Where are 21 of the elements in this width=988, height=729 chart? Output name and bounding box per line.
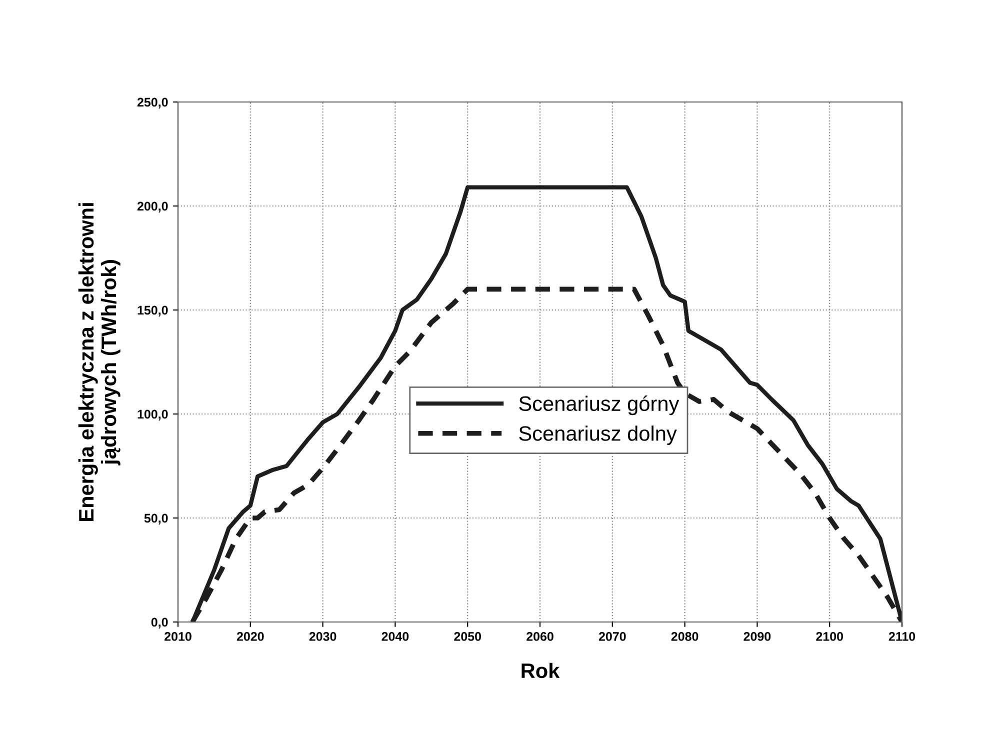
x-tick-label: 2040	[382, 632, 409, 641]
x-tick-label: 2020	[236, 632, 264, 641]
y-tick-label: 150,0	[138, 306, 168, 316]
legend-label: Scenariusz górny	[519, 395, 680, 416]
x-tick-label: 2100	[816, 632, 843, 641]
legend-label: Scenariusz dolny	[519, 426, 677, 445]
y-tick-label: 100,0	[138, 410, 168, 420]
x-tick-label: 2070	[598, 632, 626, 641]
x-tick-label: 2090	[744, 632, 771, 641]
x-axis-title: Rok	[522, 662, 560, 678]
x-tick-label: 2010	[164, 632, 192, 641]
x-tick-label: 2030	[309, 632, 336, 641]
y-tick-label: 50,0	[144, 514, 168, 524]
y-tick-label: 250,0	[137, 98, 168, 108]
x-tick-label: 2110	[888, 632, 916, 641]
y-tick-label: 0,0	[151, 618, 168, 628]
x-tick-label: 2060	[526, 632, 554, 641]
y-axis-title: Energia elektryczna z elektrowni jądrowych (TWh/rok)	[78, 203, 120, 521]
x-tick-label: 2050	[454, 632, 481, 641]
x-tick-label: 2080	[671, 632, 698, 641]
y-tick-label: 200,0	[137, 202, 168, 212]
